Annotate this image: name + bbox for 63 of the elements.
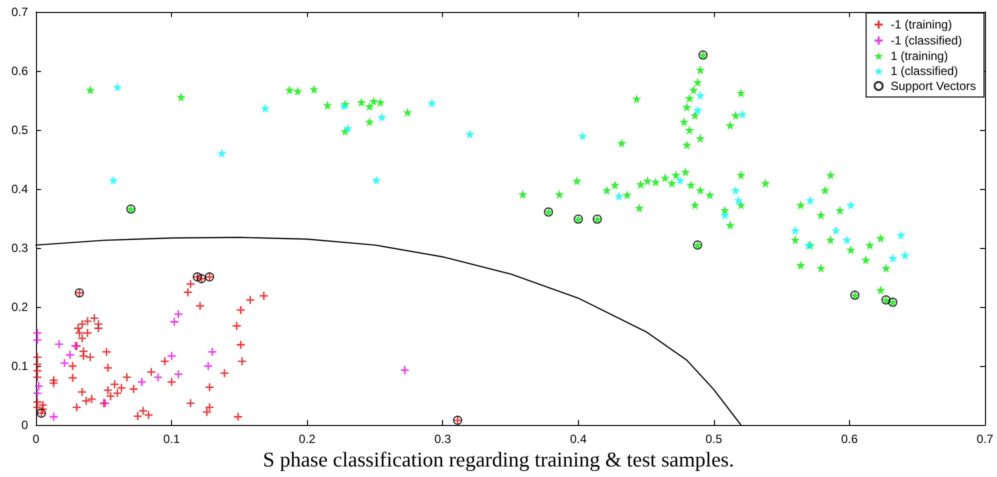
point	[54, 339, 64, 349]
x-tick-label: 0.5	[706, 432, 723, 446]
point	[60, 358, 70, 368]
point	[900, 250, 910, 260]
point	[614, 192, 624, 201]
y-tick-label: 0.3	[11, 241, 28, 255]
point	[400, 365, 410, 375]
point	[693, 105, 702, 114]
point	[578, 131, 587, 140]
point	[806, 196, 815, 205]
x-tick-label: 0.4	[570, 432, 587, 446]
point	[32, 388, 42, 398]
point	[65, 350, 75, 360]
y-tick-label: 0.4	[11, 182, 28, 196]
y-tick-label: 0.5	[11, 123, 28, 137]
x-tick-label: 0.7	[976, 432, 994, 446]
point	[166, 351, 176, 361]
x-tick-label: 0	[32, 432, 40, 446]
point	[174, 309, 184, 319]
x-tick-label: 0.2	[298, 432, 316, 446]
point	[465, 130, 474, 139]
point	[675, 176, 684, 185]
y-tick-label: 0.6	[11, 64, 28, 78]
text: S phase classification regarding training & test samples.	[262, 448, 734, 472]
point	[203, 361, 213, 371]
point	[170, 317, 179, 326]
point	[137, 377, 146, 387]
point	[174, 370, 184, 379]
point	[731, 186, 740, 195]
point	[377, 112, 386, 122]
legend-label: -1 (training)	[890, 18, 952, 32]
legend-label: 1 (training)	[890, 49, 948, 63]
point	[208, 347, 217, 357]
y-tick-label: 0.7	[11, 5, 28, 19]
point	[153, 372, 163, 382]
point	[738, 110, 747, 119]
y-tick-label: 0	[21, 418, 28, 432]
x-tick-label: 0.3	[434, 432, 452, 446]
point	[343, 124, 352, 133]
point	[108, 176, 118, 185]
point	[372, 176, 381, 185]
x-tick-label: 0.6	[841, 432, 858, 446]
point	[48, 412, 58, 422]
point	[790, 226, 800, 235]
legend-label: -1 (classified)	[890, 34, 962, 48]
point	[217, 148, 226, 158]
y-tick-label: 0.2	[11, 300, 28, 314]
y-tick-label: 0.1	[11, 359, 28, 373]
legend-label: 1 (classified)	[890, 64, 958, 78]
point	[842, 235, 852, 244]
point	[260, 104, 270, 113]
point	[846, 200, 856, 210]
point	[696, 90, 705, 100]
point	[888, 254, 898, 263]
point	[112, 82, 122, 92]
legend-label: Support Vectors	[890, 79, 976, 93]
point	[896, 230, 906, 240]
point	[34, 381, 44, 391]
point	[32, 335, 42, 345]
point	[32, 328, 42, 338]
point	[427, 98, 436, 108]
x-tick-label: 0.1	[163, 432, 180, 446]
point	[831, 226, 840, 235]
